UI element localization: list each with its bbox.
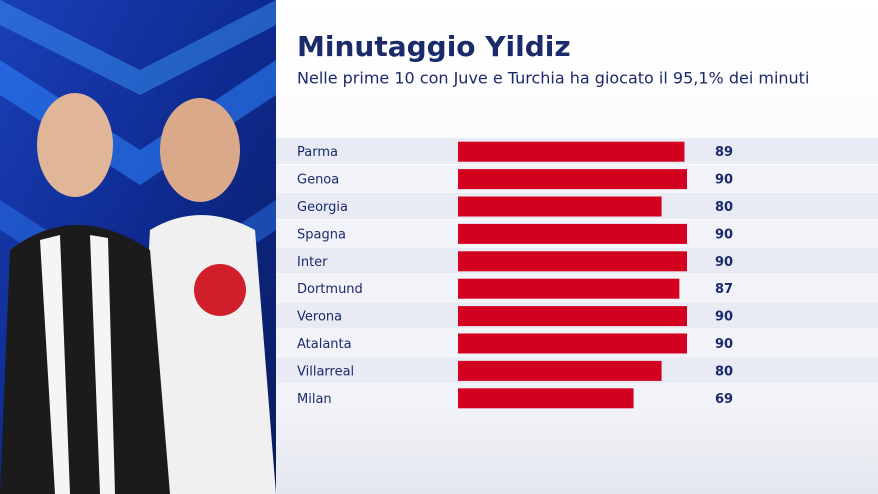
category-label: Georgia bbox=[297, 200, 348, 215]
value-label: 80 bbox=[715, 200, 733, 215]
value-label: 90 bbox=[715, 227, 733, 242]
category-label: Inter bbox=[297, 255, 328, 270]
category-label: Villarreal bbox=[297, 364, 354, 379]
category-label: Genoa bbox=[297, 173, 339, 188]
value-label: 90 bbox=[715, 255, 733, 270]
value-label: 90 bbox=[715, 337, 733, 352]
bar bbox=[458, 141, 685, 162]
value-label: 80 bbox=[715, 364, 733, 379]
bar bbox=[458, 223, 687, 244]
category-label: Spagna bbox=[297, 227, 346, 242]
bar bbox=[458, 169, 687, 190]
category-label: Parma bbox=[297, 145, 338, 160]
bar bbox=[458, 360, 662, 381]
bar bbox=[458, 251, 687, 272]
value-label: 89 bbox=[715, 145, 733, 160]
category-label: Verona bbox=[297, 310, 342, 325]
value-label: 87 bbox=[715, 282, 733, 297]
bar bbox=[458, 306, 687, 327]
category-label: Dortmund bbox=[297, 282, 363, 297]
chart-panel bbox=[276, 0, 878, 494]
category-label: Atalanta bbox=[297, 337, 352, 352]
chart-title: Minutaggio Yildiz bbox=[297, 30, 571, 63]
chart-subtitle: Nelle prime 10 con Juve e Turchia ha gio… bbox=[297, 69, 809, 88]
bar bbox=[458, 196, 662, 217]
bar-rows: Parma 89 Genoa 90 Georgia 80 Spagna 90 Inter 90 Do… bbox=[276, 138, 878, 411]
photo-panel bbox=[0, 0, 276, 494]
value-label: 69 bbox=[715, 392, 733, 407]
value-label: 90 bbox=[715, 173, 733, 188]
value-label: 90 bbox=[715, 310, 733, 325]
bar bbox=[458, 278, 680, 299]
bar bbox=[458, 333, 687, 354]
bar bbox=[458, 388, 634, 409]
category-label: Milan bbox=[297, 392, 332, 407]
